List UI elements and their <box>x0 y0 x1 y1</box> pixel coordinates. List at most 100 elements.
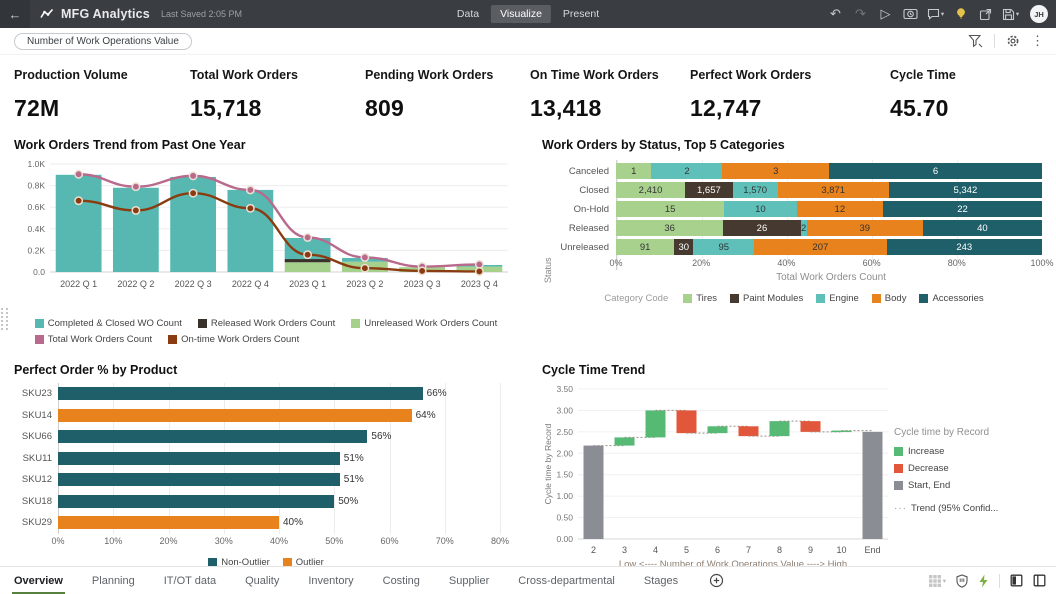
bar-segment[interactable] <box>55 174 102 272</box>
page-tab-stages[interactable]: Stages <box>643 574 679 587</box>
legend-item-trend[interactable]: ··· Trend (95% Confid... <box>894 503 999 514</box>
open-in-new-icon[interactable] <box>973 0 998 28</box>
insights-bulb-icon[interactable] <box>948 0 973 28</box>
line-point[interactable] <box>245 185 255 195</box>
page-tab-planning[interactable]: Planning <box>91 574 135 587</box>
line-point[interactable] <box>188 188 198 198</box>
legend-item[interactable]: On-time Work Orders Count <box>168 334 299 345</box>
waterfall-bar[interactable] <box>583 445 604 539</box>
legend-item[interactable]: Completed & Closed WO Count <box>34 318 182 329</box>
bar-segment[interactable]: 10 <box>724 201 797 217</box>
stacked-bar[interactable]: 91 30 95 207 243 <box>616 239 1042 255</box>
bar-segment[interactable]: 6 <box>828 163 1042 179</box>
bar-chart-plot[interactable]: SKU23 SKU14 SKU66 SKU11 SKU12 SKU18 SKU29 66% 64… <box>14 383 518 568</box>
legend-item[interactable]: Non-Outlier <box>208 557 270 568</box>
tab-data[interactable]: Data <box>456 8 480 20</box>
bar-segment[interactable]: 36 <box>616 220 724 236</box>
stacked-bar[interactable]: 15 10 12 22 <box>616 201 1042 217</box>
bar-segment[interactable]: 3,871 <box>777 182 889 198</box>
bar[interactable] <box>58 387 423 401</box>
line-point[interactable] <box>131 205 141 215</box>
play-icon[interactable]: ▷ <box>880 6 891 21</box>
bar-segment[interactable]: 30 <box>674 239 694 255</box>
save-icon[interactable]: ▾ <box>998 0 1023 28</box>
canvas-drag-handle[interactable] <box>1 308 8 330</box>
bar-segment[interactable]: 15 <box>616 201 725 217</box>
bar[interactable] <box>58 451 340 465</box>
bar[interactable] <box>58 516 279 530</box>
line-point[interactable] <box>245 203 255 213</box>
combo-chart-plot[interactable]: 1.0K 0.8K 0.6K 0.4K 0.2K 0.0 2022 Q 1 2022 Q 2 2… <box>14 156 518 311</box>
waterfall-bar[interactable] <box>614 437 635 446</box>
line-point[interactable] <box>303 232 313 242</box>
legend-item[interactable]: Decrease <box>894 463 1044 474</box>
avatar[interactable]: JH <box>1030 5 1048 23</box>
tab-visualize[interactable]: Visualize <box>491 5 551 23</box>
panel-left-icon[interactable] <box>1010 574 1023 587</box>
bar[interactable] <box>58 473 340 487</box>
page-tab-costing[interactable]: Costing <box>382 574 420 587</box>
bar-segment[interactable]: 26 <box>723 220 801 236</box>
bar-segment[interactable]: 1,657 <box>685 182 733 198</box>
legend-item[interactable]: Outlier <box>282 557 324 568</box>
panel-right-icon[interactable] <box>1033 574 1046 587</box>
waterfall-bar[interactable] <box>862 431 883 539</box>
bar-segment[interactable] <box>112 187 159 272</box>
line-point[interactable] <box>303 250 313 260</box>
legend-item[interactable]: Body <box>871 293 906 304</box>
page-tab-it-ot-data[interactable]: IT/OT data <box>163 574 217 587</box>
legend-item[interactable]: Total Work Orders Count <box>34 334 152 345</box>
bar-segment[interactable]: 1,570 <box>732 182 778 198</box>
bar-segment[interactable]: 5,342 <box>888 182 1042 198</box>
redo-icon[interactable]: ↷ <box>855 6 866 21</box>
filter-funnel-icon[interactable] <box>968 34 983 48</box>
bar-segment[interactable] <box>284 237 331 260</box>
bar-segment[interactable] <box>284 259 331 263</box>
bar-segment[interactable]: 2 <box>800 220 807 236</box>
line-point[interactable] <box>360 263 370 273</box>
line-point[interactable] <box>74 169 84 179</box>
waterfall-bar[interactable] <box>645 410 666 438</box>
back-button[interactable]: ← <box>0 0 30 28</box>
bar-segment[interactable] <box>227 189 274 272</box>
add-page-icon[interactable] <box>709 573 724 588</box>
line-point[interactable] <box>131 182 141 192</box>
bar-segment[interactable]: 22 <box>883 201 1042 217</box>
legend-item[interactable]: Start, End <box>894 480 1044 491</box>
stacked-bar[interactable]: 2,410 1,657 1,570 3,871 5,342 <box>616 182 1042 198</box>
legend-item[interactable]: Paint Modules <box>730 293 803 304</box>
line-point[interactable] <box>417 266 427 276</box>
legend-item[interactable]: Tires <box>683 293 717 304</box>
waterfall-bar[interactable] <box>800 421 821 432</box>
comments-icon[interactable]: ▾ <box>923 0 948 28</box>
line-point[interactable] <box>474 267 484 276</box>
line-point[interactable] <box>74 196 84 206</box>
bar-segment[interactable]: 207 <box>754 239 887 255</box>
spark-icon[interactable] <box>978 574 989 588</box>
quality-badge-icon[interactable] <box>956 573 968 588</box>
legend-item[interactable]: Unreleased Work Orders Count <box>351 318 497 329</box>
schedule-icon[interactable] <box>898 0 923 28</box>
stacked-bar-chart-plot[interactable]: Status Canceled 1 2 3 6 Closed 2,410 1,657 1,570 3… <box>542 160 1054 304</box>
page-tab-cross-departmental[interactable]: Cross-departmental <box>518 574 615 587</box>
waterfall-bar[interactable] <box>831 430 852 433</box>
waterfall-chart-plot[interactable]: 0.00 0.50 1.00 1.50 2.00 2.50 3.00 3.50 2 3 4 5 6 7 8 9… <box>542 381 894 578</box>
bar[interactable] <box>58 494 335 508</box>
page-tab-inventory[interactable]: Inventory <box>308 574 354 587</box>
bar[interactable] <box>58 408 412 422</box>
page-tab-supplier[interactable]: Supplier <box>448 574 490 587</box>
bar-segment[interactable] <box>284 262 331 272</box>
line-point[interactable] <box>188 171 198 181</box>
bar-segment[interactable]: 2 <box>651 163 723 179</box>
undo-icon[interactable]: ↶ <box>830 6 841 21</box>
waterfall-bar[interactable] <box>676 410 697 434</box>
page-tab-quality[interactable]: Quality <box>245 574 280 587</box>
legend-item[interactable]: Engine <box>816 293 859 304</box>
bar-segment[interactable]: 1 <box>616 163 652 179</box>
tab-present[interactable]: Present <box>562 8 600 20</box>
legend-item[interactable]: Accessories <box>919 293 984 304</box>
waterfall-bar[interactable] <box>769 421 790 437</box>
gear-icon[interactable] <box>1006 34 1020 48</box>
legend-item[interactable]: Increase <box>894 446 1044 457</box>
